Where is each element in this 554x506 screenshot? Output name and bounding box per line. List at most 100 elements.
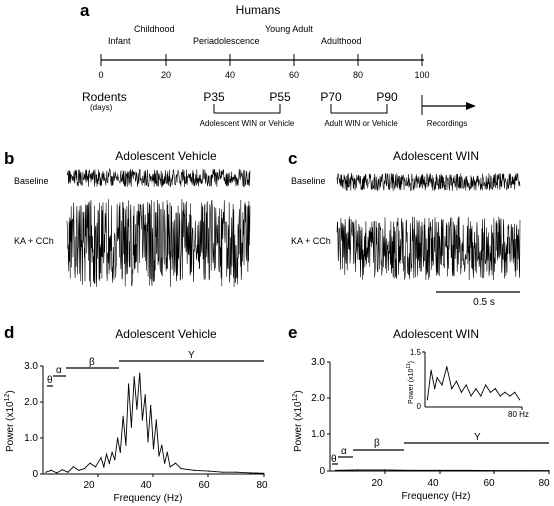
d-ytick-2: 2.0 — [24, 397, 38, 408]
vehicle-spectrum-title: Adolescent Vehicle — [115, 327, 217, 341]
d-xtick-60: 60 — [198, 480, 210, 491]
e-alpha-label: α — [341, 446, 347, 457]
d-spectrum-line-point — [94, 466, 97, 468]
inset-spectrum-line-point — [514, 391, 516, 393]
inset-spectrum-line-point — [434, 388, 436, 390]
e-ytick-0: 0 — [319, 466, 325, 477]
baseline-trace-win — [336, 172, 521, 192]
e-ytick-3: 3.0 — [311, 357, 325, 368]
d-ytick-0: 0 — [32, 469, 38, 480]
d-spectrum-line-point — [235, 471, 237, 473]
d-spectrum-line-point — [114, 459, 116, 461]
e-theta-label: θ — [331, 454, 337, 465]
d-spectrum-line-point — [169, 466, 171, 468]
e-gamma-label: Υ — [474, 432, 481, 443]
arrow-head-icon — [466, 102, 476, 110]
inset-spectrum-line-point — [480, 395, 482, 397]
d-spectrum-line-point — [83, 468, 85, 470]
d-xtick-40: 40 — [140, 480, 152, 491]
panel-label-a: a — [80, 1, 90, 20]
d-spectrum-line-point — [208, 470, 210, 472]
d-spectrum-line-point — [161, 444, 163, 446]
stage-childhood: Childhood — [134, 24, 175, 34]
inset-spectrum-line-point — [504, 391, 506, 393]
d-spectrum-line-point — [150, 405, 152, 407]
days-label: (days) — [90, 103, 113, 112]
humans-label: Humans — [236, 3, 281, 17]
win-spectrum-title: Adolescent WIN — [393, 327, 479, 341]
d-spectrum-line-point — [155, 419, 157, 421]
d-spectrum-line-point — [105, 453, 108, 455]
e-spectrum-line-point — [466, 469, 468, 471]
d-spectrum-line-point — [166, 451, 168, 453]
inset-xtick-80: 80 Hz — [508, 410, 529, 419]
d-spectrum-line — [45, 373, 265, 474]
d-spectrum-line-point — [56, 472, 58, 474]
d-spectrum-line-point — [139, 372, 141, 374]
baseline-trace-vehicle — [66, 167, 251, 188]
d-spectrum-line-point — [249, 472, 251, 474]
d-spectrum-line-point — [119, 451, 121, 453]
d-xtick-80: 80 — [256, 480, 268, 491]
panel-label-e: e — [288, 323, 297, 342]
e-spectrum-line-point — [411, 469, 413, 471]
panel-label-d: d — [4, 323, 14, 342]
d-ylabel: Power (x1012) — [4, 390, 16, 452]
d-beta-label: β — [89, 357, 95, 368]
inset-spectrum-line-point — [499, 395, 501, 397]
d-spectrum-line-point — [152, 448, 155, 450]
d-spectrum-line-point — [122, 415, 124, 417]
inset-spectrum-line-point — [489, 391, 492, 393]
stage-infant: Infant — [108, 36, 131, 46]
kacch-trace-win — [336, 216, 521, 281]
inset-spectrum-line-point — [485, 384, 487, 386]
e-spectrum-line — [335, 469, 549, 472]
p55-label: P55 — [269, 90, 291, 104]
d-spectrum-line-point — [141, 419, 143, 421]
d-spectrum-line-point — [78, 469, 80, 471]
timeline-tick-0: 0 — [98, 70, 103, 80]
inset-spectrum-line-point — [470, 395, 472, 397]
e-spectrum-line-point — [356, 469, 358, 471]
d-spectrum-line-point — [103, 466, 105, 468]
d-spectrum-line-point — [125, 444, 127, 446]
adolescent-treatment-label: Adolescent WIN or Vehicle — [200, 119, 295, 128]
d-spectrum-line-point — [133, 376, 135, 378]
e-spectrum-line-point — [493, 470, 495, 472]
panel-label-c: c — [288, 149, 297, 168]
e-xlabel: Frequency (Hz) — [402, 491, 471, 502]
stage-adulthood: Adulthood — [321, 36, 362, 46]
d-spectrum-line-point — [180, 468, 182, 470]
inset-spectrum-line — [426, 366, 520, 400]
e-ytick-1: 1.0 — [311, 429, 325, 440]
adult-treatment-label: Adult WIN or Vehicle — [324, 119, 398, 128]
panel-label-b: b — [4, 149, 14, 168]
d-spectrum-line-point — [89, 462, 91, 464]
d-theta-label: θ — [47, 375, 53, 386]
inset-spectrum-line-point — [475, 388, 477, 390]
d-spectrum-line-point — [136, 408, 138, 410]
inset-spectrum-line-point — [436, 377, 438, 379]
stage-periadolescence: Periadolescence — [193, 36, 260, 46]
d-spectrum-line-point — [108, 462, 110, 464]
d-spectrum-line-point — [61, 469, 63, 471]
e-beta-label: β — [374, 438, 380, 449]
e-spectrum-line-point — [438, 469, 441, 471]
timeline-tick-40: 40 — [225, 70, 235, 80]
timeline-tick-20: 20 — [161, 70, 171, 80]
e-band-lines — [332, 442, 549, 465]
e-spectrum-line-point — [548, 470, 550, 472]
e-xtick-60: 60 — [483, 478, 495, 489]
baseline-label-b: Baseline — [14, 176, 49, 186]
p90-label: P90 — [376, 90, 398, 104]
kacch-label-c: KA + CCh — [291, 236, 331, 246]
d-spectrum-line-point — [130, 426, 132, 428]
d-spectrum-line-point — [111, 451, 113, 453]
e-xtick-40: 40 — [427, 478, 439, 489]
e-inset-spectrum-series — [426, 366, 521, 401]
d-spectrum-line-point — [72, 466, 74, 468]
vehicle-trace-title: Adolescent Vehicle — [115, 149, 217, 163]
d-gamma-label: Υ — [188, 350, 195, 361]
d-spectrum-line-point — [158, 455, 160, 457]
